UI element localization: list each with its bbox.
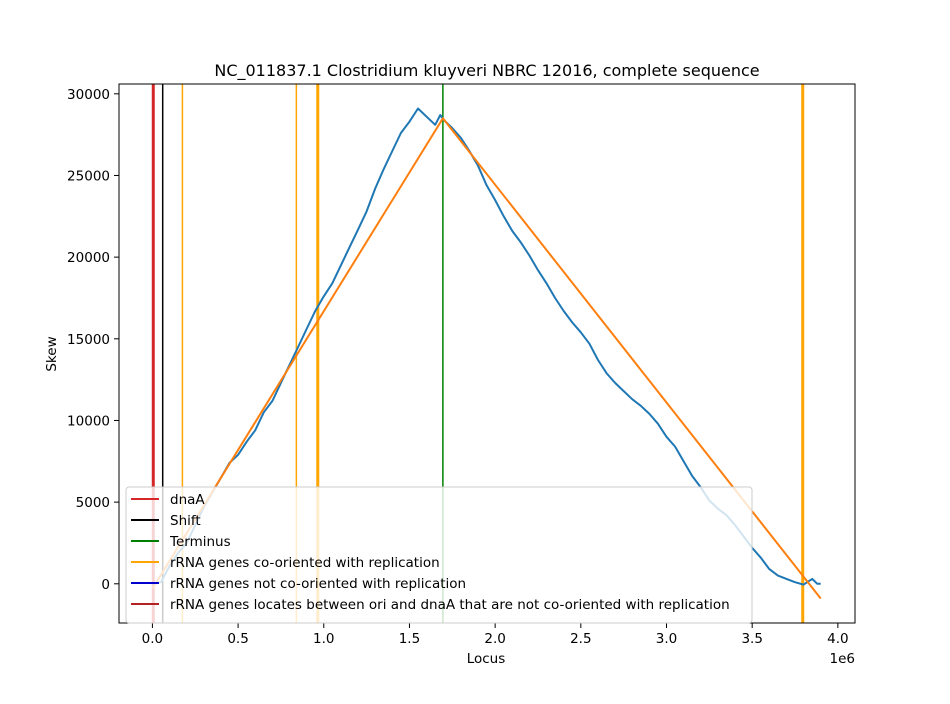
x-tick-label: 2.0: [484, 631, 505, 647]
x-tick-label: 3.5: [741, 631, 762, 647]
legend-entry-label: rRNA genes locates between ori and dnaA …: [170, 597, 730, 613]
y-tick-label: 15000: [67, 332, 110, 348]
y-tick-label: 10000: [67, 413, 110, 429]
x-axis-offset-label: 1e6: [830, 651, 855, 667]
y-tick-label: 30000: [67, 87, 110, 103]
x-axis-title: Locus: [467, 651, 506, 667]
plot-area: 0.0 0.5 1.0 1.5 2.0 2.5 3.0 3.5 4.0 0 5000 10000 150…: [67, 83, 856, 647]
y-axis-title: Skew: [44, 336, 60, 371]
x-tick-label: 3.0: [656, 631, 677, 647]
x-tick-label: 4.0: [827, 631, 848, 647]
legend-entry-label: dnaA: [170, 492, 205, 508]
y-tick-label: 25000: [67, 168, 110, 184]
y-tick-label: 20000: [67, 250, 110, 266]
y-tick-label: 5000: [76, 495, 110, 511]
legend: dnaA Shift Terminus rRNA genes co-oriented …: [125, 486, 753, 624]
y-tick-label: 0: [101, 577, 110, 593]
legend-entry-label: rRNA genes not co-oriented with replicat…: [170, 576, 466, 592]
x-tick-label: 1.5: [399, 631, 420, 647]
legend-entry-label: Terminus: [169, 534, 231, 550]
x-tick-label: 2.5: [570, 631, 591, 647]
legend-entry-label: Shift: [170, 513, 201, 529]
plot-data-group: [151, 84, 822, 623]
chart-title: NC_011837.1 Clostridium kluyveri NBRC 12…: [214, 61, 759, 81]
x-tick-label: 0.5: [227, 631, 248, 647]
legend-entry-label: rRNA genes co-oriented with replication: [170, 555, 440, 571]
legend-box: [125, 486, 753, 624]
series-line-1: [151, 117, 822, 600]
x-tick-label: 0.0: [142, 631, 163, 647]
x-tick-label: 1.0: [313, 631, 334, 647]
